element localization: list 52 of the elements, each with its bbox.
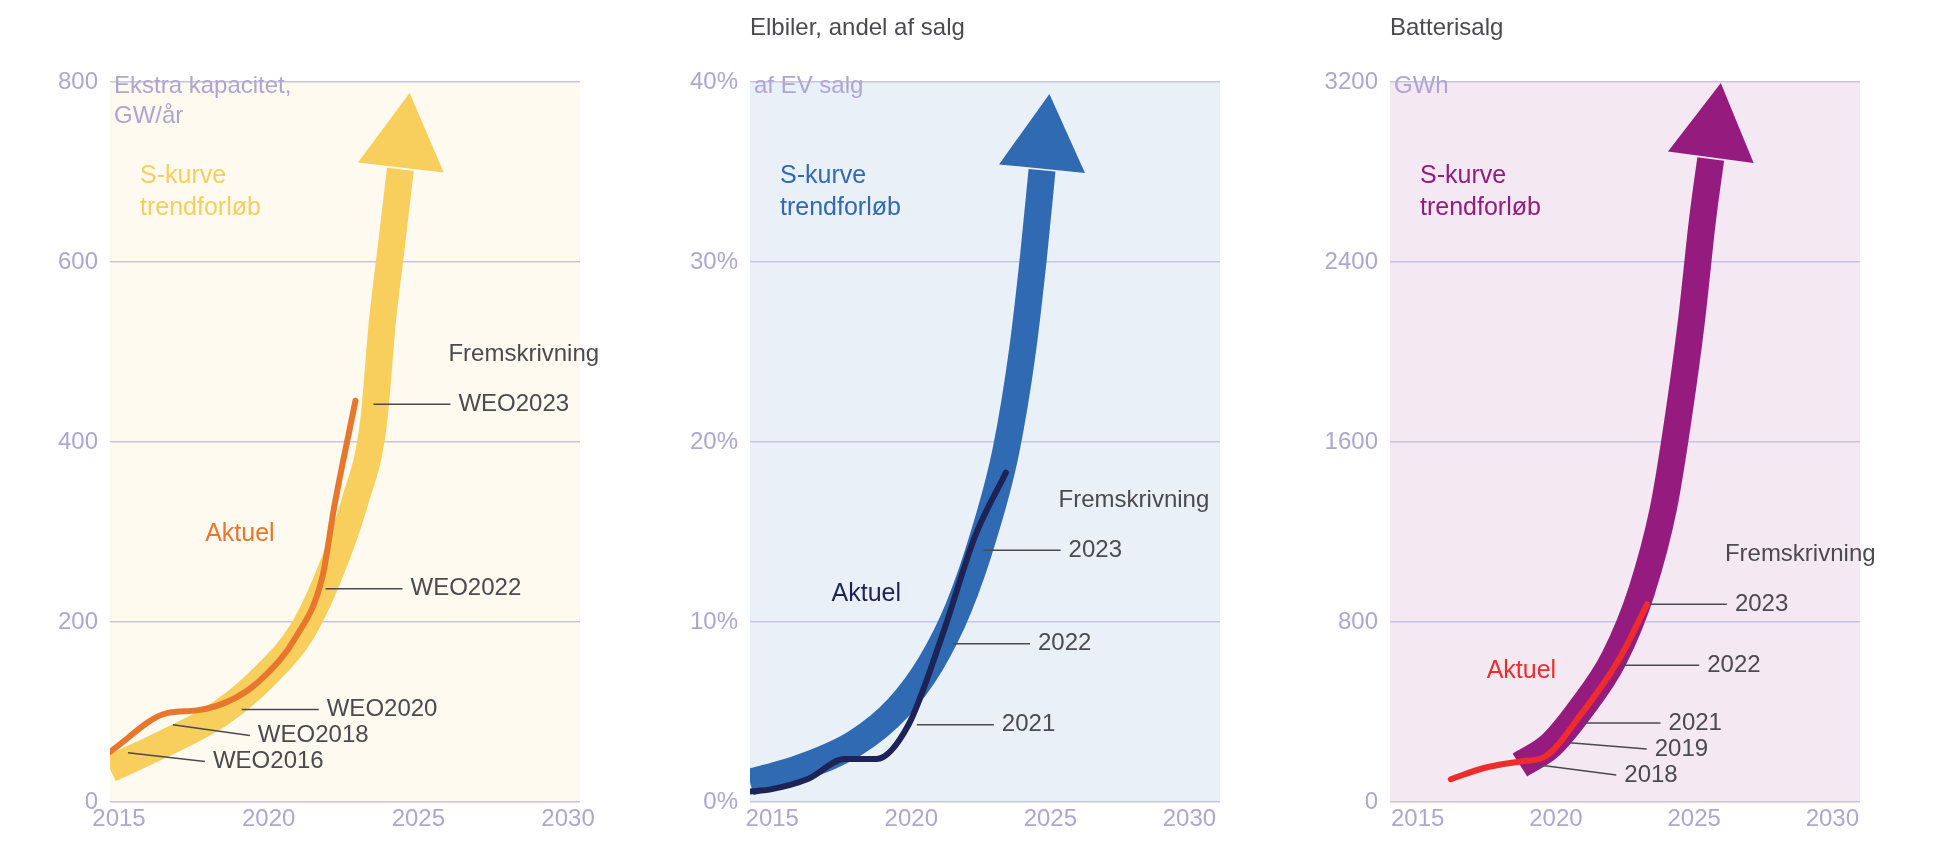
annotation: Fremskrivning bbox=[1724, 538, 1876, 566]
text: S-kurve trendforløb bbox=[780, 159, 901, 220]
x-tick-label: 2015 bbox=[745, 804, 799, 832]
annotation: 2022 bbox=[1707, 649, 1761, 677]
y-tick-label: 200 bbox=[57, 606, 98, 634]
annotation: WEO2018 bbox=[257, 720, 369, 748]
annotation: 2021 bbox=[1001, 709, 1056, 737]
y-tick-label: 1600 bbox=[1324, 426, 1378, 454]
text: Aktuel bbox=[205, 518, 275, 546]
y-tick-label: 30% bbox=[689, 246, 738, 274]
y-tick-label: 400 bbox=[57, 426, 98, 454]
series-label: Aktuel bbox=[1486, 654, 1557, 683]
chart-title: Elbiler, andel af salg bbox=[750, 12, 965, 40]
annotation: 2022 bbox=[1038, 628, 1092, 656]
annotation: Fremskrivning bbox=[1058, 484, 1210, 512]
y-tick-label: 2400 bbox=[1324, 246, 1378, 274]
y-tick-label: 40% bbox=[689, 66, 738, 94]
x-tick-label: 2030 bbox=[541, 804, 595, 832]
annotation: WEO2016 bbox=[212, 746, 324, 774]
y-tick-label: 10% bbox=[689, 606, 738, 634]
annotation: Fremskrivning bbox=[448, 338, 600, 366]
x-tick-label: 2020 bbox=[241, 804, 296, 832]
y-tick-label: 0% bbox=[703, 786, 738, 814]
annotation: 2019 bbox=[1654, 733, 1709, 761]
annotation: WEO2022 bbox=[410, 573, 522, 601]
y-tick-label: 600 bbox=[57, 246, 98, 274]
x-tick-label: 2030 bbox=[1162, 804, 1217, 832]
y-tick-label: 0 bbox=[1364, 786, 1378, 814]
text: S-kurve trendforløb bbox=[140, 159, 261, 220]
y-axis-title: Ekstra kapacitet, GW/år bbox=[114, 70, 292, 128]
text: S-kurve trendforløb bbox=[1420, 159, 1541, 220]
y-tick-label: 3200 bbox=[1324, 66, 1378, 94]
x-tick-label: 2025 bbox=[1667, 804, 1721, 832]
annotation: WEO2023 bbox=[458, 388, 570, 416]
y-tick-label: 20% bbox=[689, 426, 738, 454]
y-axis-title: GWh bbox=[1394, 70, 1449, 98]
series-label: Aktuel bbox=[831, 577, 902, 606]
x-tick-label: 2020 bbox=[1529, 804, 1583, 832]
x-tick-label: 2030 bbox=[1805, 804, 1860, 832]
x-tick-label: 2015 bbox=[1390, 804, 1445, 832]
annotation: 2018 bbox=[1624, 759, 1678, 787]
annotation: 2023 bbox=[1068, 534, 1122, 562]
annotation: WEO2020 bbox=[326, 694, 438, 722]
y-tick-label: 800 bbox=[57, 66, 98, 94]
x-tick-label: 2025 bbox=[391, 804, 446, 832]
chart-title: Batterisalg bbox=[1390, 12, 1504, 40]
x-tick-label: 2025 bbox=[1023, 804, 1078, 832]
annotation: 2021 bbox=[1668, 707, 1722, 735]
annotation: 2023 bbox=[1734, 588, 1789, 616]
x-tick-label: 2020 bbox=[884, 804, 938, 832]
y-axis-title: af EV salg bbox=[754, 70, 864, 98]
y-tick-label: 800 bbox=[1337, 606, 1378, 634]
